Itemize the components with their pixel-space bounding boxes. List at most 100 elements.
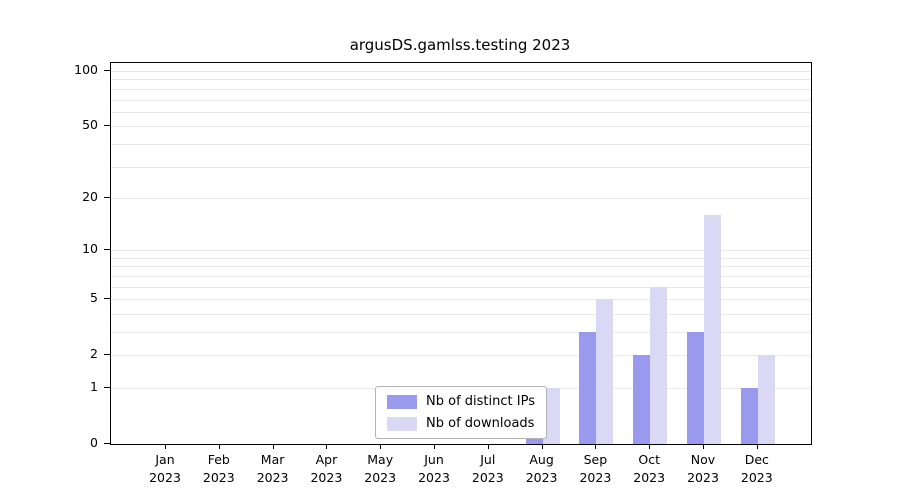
x-tick-label-jun: Jun 2023	[404, 451, 464, 486]
x-tick-month: Aug	[529, 452, 554, 467]
gridline	[111, 79, 811, 81]
y-tick-mark	[104, 249, 110, 251]
x-tick-year: 2023	[418, 469, 450, 485]
x-tick-year: 2023	[202, 469, 235, 485]
x-tick-label-jul: Jul 2023	[458, 451, 518, 486]
x-tick-mark	[487, 444, 489, 449]
x-tick-month: Oct	[638, 452, 660, 467]
legend-label: Nb of distinct IPs	[426, 394, 535, 409]
y-tick-label: 50	[82, 117, 98, 133]
x-tick-year: 2023	[740, 469, 773, 485]
y-tick-label: 1	[90, 379, 98, 394]
x-tick-label-nov: Nov 2023	[673, 451, 733, 486]
y-tick-label: 2	[90, 346, 98, 362]
gridline	[111, 166, 811, 168]
y-tick-mark	[104, 70, 110, 71]
x-tick-mark	[218, 444, 220, 449]
y-tick-label: 10	[82, 241, 98, 257]
x-tick-mark	[756, 444, 758, 449]
x-tick-label-oct: Oct 2023	[619, 451, 679, 486]
x-tick-year: 2023	[149, 469, 181, 485]
y-tick-label: 100	[74, 62, 98, 77]
bar-distinct-ips-dec	[740, 388, 758, 444]
y-tick-mark	[104, 298, 110, 300]
legend-entry: Nb of distinct IPs	[387, 394, 535, 409]
x-tick-mark	[703, 444, 704, 449]
gridline	[111, 71, 811, 72]
y-tick-mark	[104, 354, 110, 356]
x-tick-label-may: May 2023	[350, 451, 410, 486]
x-tick-mark	[326, 444, 328, 449]
bar-distinct-ips-sep	[579, 332, 597, 444]
gridline	[111, 250, 811, 252]
x-tick-year: 2023	[525, 469, 558, 485]
x-tick-mark	[165, 444, 166, 449]
x-tick-month: Feb	[207, 452, 230, 467]
x-tick-month: Jan	[155, 452, 175, 467]
gridline	[111, 332, 811, 333]
y-tick-label: 20	[82, 188, 98, 204]
gridline	[111, 313, 811, 315]
gridline	[111, 126, 811, 128]
x-tick-month: Dec	[744, 452, 769, 467]
x-tick-mark	[272, 444, 274, 449]
x-tick-label-sep: Sep 2023	[565, 451, 625, 486]
gridline	[111, 286, 811, 288]
legend-swatch	[387, 394, 418, 409]
x-tick-mark	[541, 444, 543, 449]
gridline	[111, 88, 811, 90]
x-tick-label-apr: Apr 2023	[296, 451, 356, 486]
x-tick-month: Jun	[424, 452, 444, 467]
x-tick-month: Jul	[480, 452, 496, 467]
gridline	[111, 111, 811, 113]
x-tick-label-jan: Jan 2023	[135, 451, 195, 486]
x-tick-label-mar: Mar 2023	[243, 451, 303, 486]
gridline	[111, 266, 811, 268]
x-tick-mark	[380, 444, 382, 449]
x-tick-year: 2023	[687, 469, 719, 485]
bar-distinct-ips-nov	[687, 332, 704, 444]
x-tick-year: 2023	[471, 469, 504, 485]
y-tick-mark	[104, 196, 110, 198]
gridline	[111, 355, 811, 357]
legend-entry: Nb of downloads	[387, 416, 535, 431]
x-tick-mark	[649, 444, 651, 449]
x-tick-label-aug: Aug 2023	[512, 451, 572, 486]
gridline	[111, 257, 811, 259]
bar-downloads-sep	[596, 299, 614, 444]
x-tick-mark	[595, 444, 597, 449]
legend-swatch	[387, 416, 418, 431]
x-tick-year: 2023	[579, 469, 612, 485]
y-tick-mark	[104, 125, 110, 127]
gridline	[111, 275, 811, 277]
y-tick-label: 5	[90, 290, 98, 306]
plot-area: Nb of distinct IPs Nb of downloads	[110, 62, 812, 445]
x-tick-year: 2023	[310, 469, 343, 485]
gridline	[111, 197, 811, 199]
x-tick-year: 2023	[633, 469, 666, 485]
bar-downloads-nov	[704, 215, 721, 444]
x-tick-month: Nov	[690, 452, 716, 467]
gridline	[111, 99, 811, 101]
legend: Nb of distinct IPs Nb of downloads	[375, 386, 547, 439]
x-tick-year: 2023	[364, 469, 397, 485]
y-tick-label: 0	[90, 435, 98, 450]
x-tick-mark	[434, 444, 435, 449]
bar-downloads-oct	[650, 286, 668, 444]
y-tick-mark	[104, 387, 110, 388]
legend-label: Nb of downloads	[426, 416, 535, 431]
x-tick-month: Apr	[315, 452, 338, 467]
y-tick-mark	[104, 443, 110, 444]
gridline	[111, 299, 811, 301]
x-tick-month: Sep	[583, 452, 608, 467]
bar-distinct-ips-oct	[633, 355, 651, 444]
chart-title: argusDS.gamlss.testing 2023	[349, 36, 571, 54]
x-tick-month: May	[367, 452, 394, 467]
x-tick-label-feb: Feb 2023	[189, 451, 249, 486]
gridline	[111, 143, 811, 145]
bar-downloads-dec	[757, 355, 775, 444]
x-tick-month: Mar	[260, 452, 285, 467]
x-tick-label-dec: Dec 2023	[727, 451, 787, 486]
x-tick-year: 2023	[256, 469, 289, 485]
